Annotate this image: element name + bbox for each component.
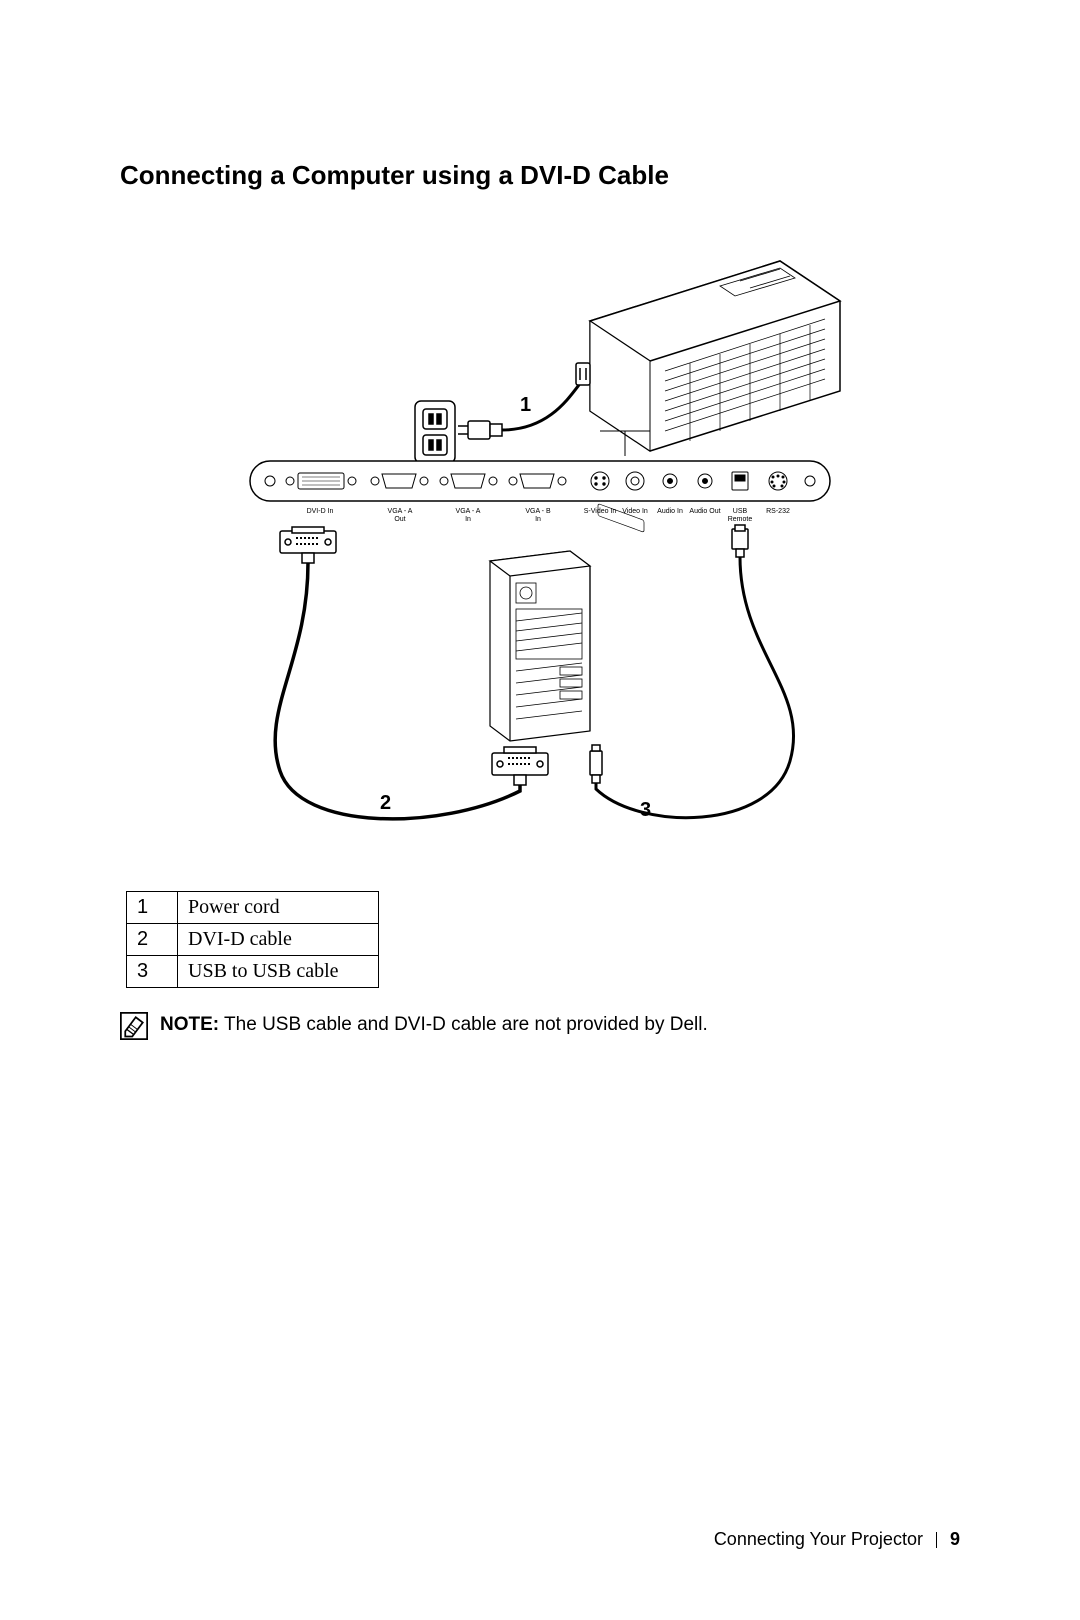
footer-separator: [936, 1532, 937, 1548]
port-svid-label: S-Video In: [584, 508, 617, 515]
note-label: NOTE:: [160, 1014, 219, 1035]
power-cord: [502, 381, 582, 430]
usb-cable: [596, 557, 794, 818]
dvi-cable: [275, 563, 520, 819]
port-aout-label: Audio Out: [689, 508, 720, 515]
port-svideo: [591, 472, 609, 490]
note-body: The USB cable and DVI-D cable are not pr…: [219, 1014, 708, 1035]
usb-connector-bottom: [590, 745, 602, 783]
legend-num: 3: [127, 956, 178, 988]
port-ain-label: Audio In: [657, 508, 683, 515]
legend-num: 1: [127, 892, 178, 924]
port-vid-label: Video In: [622, 508, 648, 515]
port-audio-in: [663, 474, 677, 488]
page-title: Connecting a Computer using a DVI-D Cabl…: [120, 160, 960, 191]
table-row: 1 Power cord: [127, 892, 379, 924]
port-vgaBi-label1: VGA - B: [525, 508, 551, 515]
note-text: NOTE: The USB cable and DVI-D cable are …: [160, 1012, 708, 1039]
port-rs232-label: RS-232: [766, 508, 790, 515]
power-plug: [458, 421, 502, 439]
dvi-connector-bottom: [492, 747, 548, 785]
port-usb-label1: USB: [733, 508, 748, 515]
legend-table: 1 Power cord 2 DVI-D cable 3 USB to USB …: [126, 891, 379, 988]
page-footer: Connecting Your Projector 9: [714, 1529, 960, 1550]
legend-num: 2: [127, 924, 178, 956]
dvi-connector-top: [280, 527, 336, 563]
port-vgaAo-label2: Out: [394, 516, 405, 523]
computer-tower: [490, 551, 590, 741]
usb-connector-top: [732, 525, 748, 557]
port-usb-label2: Remote: [728, 516, 753, 523]
table-row: 2 DVI-D cable: [127, 924, 379, 956]
note: NOTE: The USB cable and DVI-D cable are …: [120, 1012, 960, 1040]
port-usb: [732, 472, 748, 490]
port-rs232: [769, 472, 787, 490]
callout-3: 3: [640, 799, 651, 821]
legend-desc: Power cord: [178, 892, 379, 924]
port-video: [626, 472, 644, 490]
legend-desc: DVI-D cable: [178, 924, 379, 956]
power-outlet: [415, 401, 455, 463]
footer-page-number: 9: [950, 1529, 960, 1549]
connection-diagram: 1 DVI-D: [220, 231, 860, 851]
port-audio-out: [698, 474, 712, 488]
port-panel: DVI-D In VGA - A Out VGA - A In: [250, 461, 830, 523]
port-vgaAi-label1: VGA - A: [456, 508, 481, 515]
callout-1: 1: [520, 394, 531, 416]
power-iec-connector: [576, 363, 590, 385]
legend-desc: USB to USB cable: [178, 956, 379, 988]
footer-section: Connecting Your Projector: [714, 1529, 923, 1549]
note-icon: [120, 1012, 148, 1040]
port-vgaBi-label2: In: [535, 516, 541, 523]
port-dvi-label: DVI-D In: [307, 508, 334, 515]
port-vgaAo-label1: VGA - A: [388, 508, 413, 515]
table-row: 3 USB to USB cable: [127, 956, 379, 988]
callout-2: 2: [380, 792, 391, 814]
port-vgaAi-label2: In: [465, 516, 471, 523]
